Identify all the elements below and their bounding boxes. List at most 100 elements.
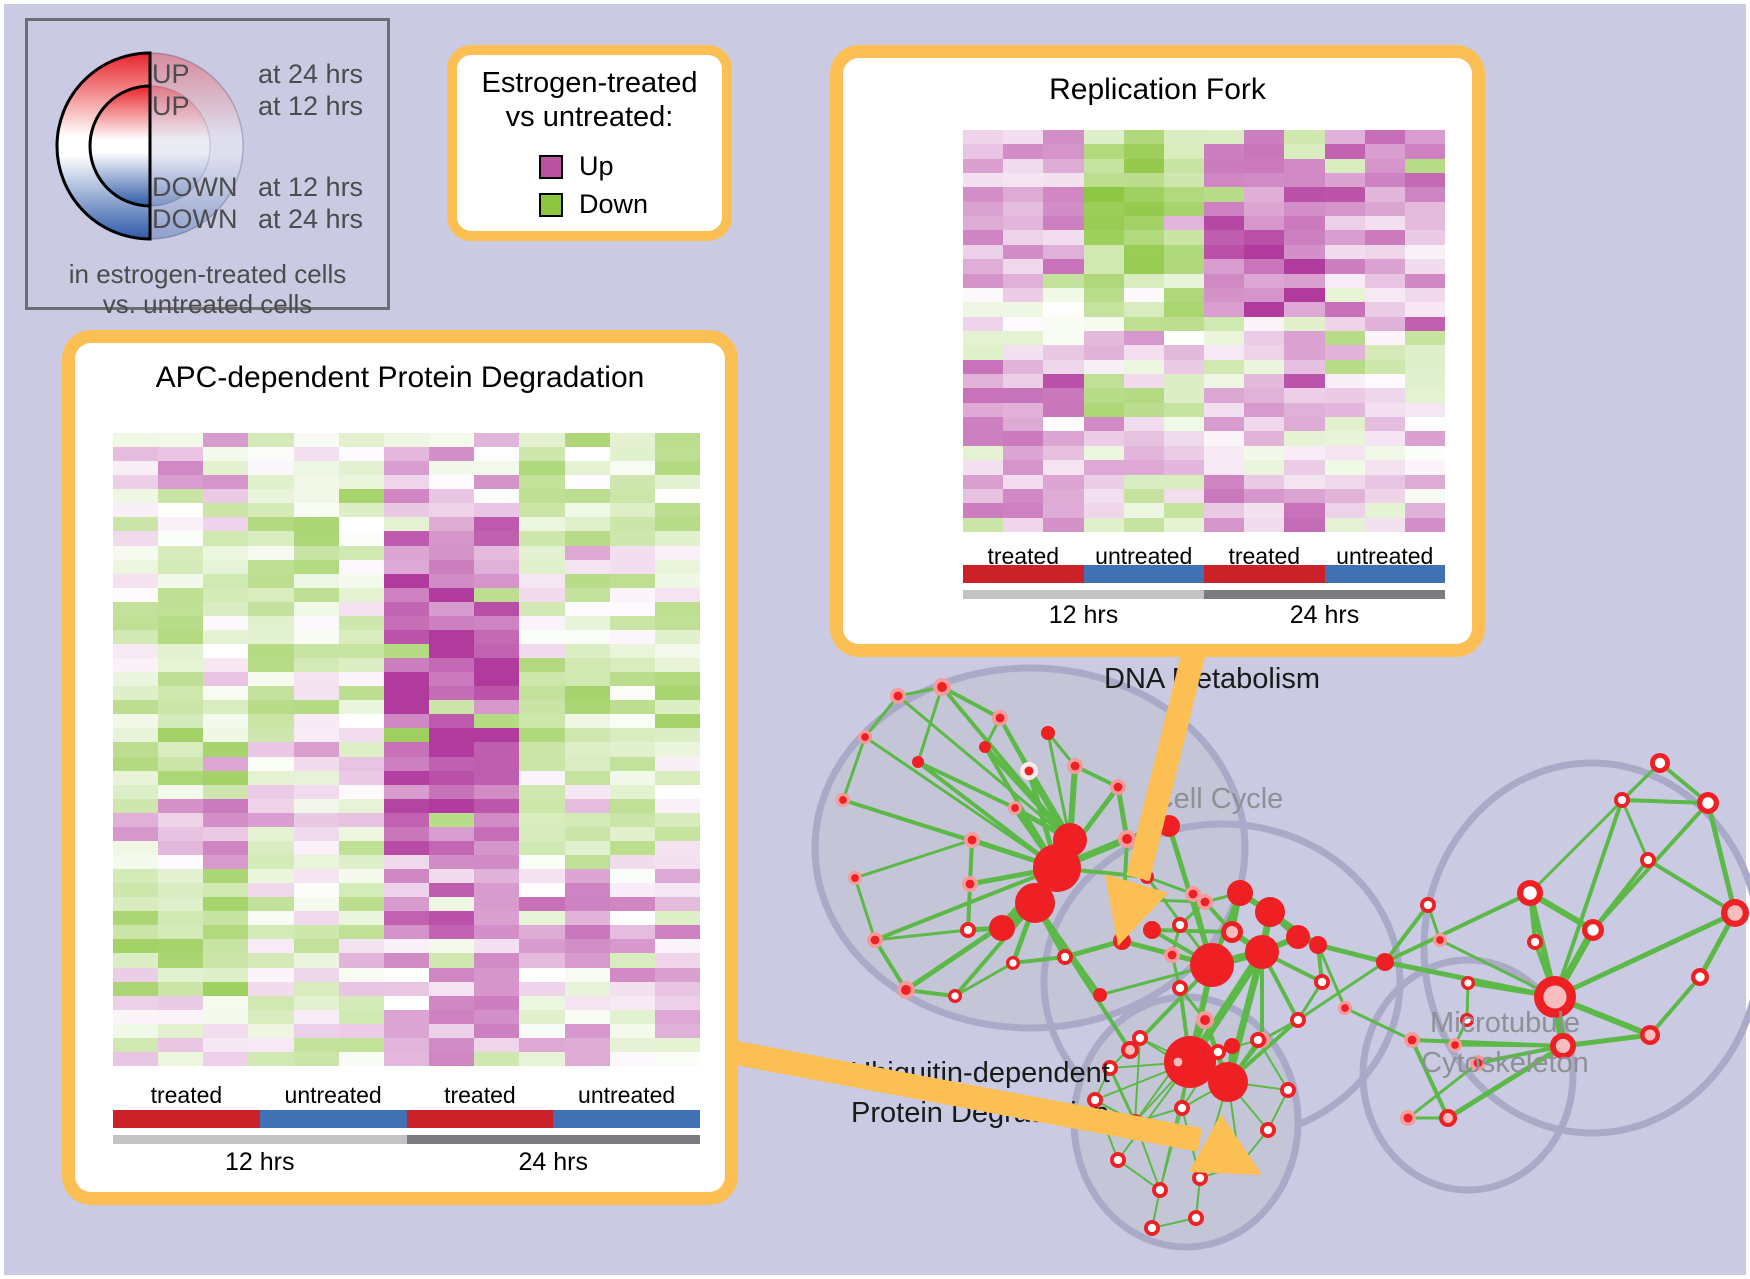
heatmap-cell (113, 643, 159, 659)
heatmap-cell (1404, 144, 1445, 159)
network-node-core (1543, 985, 1567, 1009)
heatmap-cell (474, 798, 520, 813)
heatmap-cell (609, 812, 655, 827)
heatmap-cell (429, 869, 475, 884)
heatmap-cell (1404, 244, 1445, 260)
heatmap-cell (963, 187, 1004, 202)
heatmap-cell (158, 475, 204, 490)
apc-degradation-heatmap (113, 433, 700, 1066)
heatmap-cell (338, 939, 384, 954)
legend-row-up12: UP at 12 hrs (152, 91, 363, 122)
heatmap-cell (293, 798, 339, 813)
heatmap-cell (1123, 230, 1164, 245)
heatmap-cell (1324, 144, 1365, 159)
heatmap-cell (248, 826, 294, 841)
heatmap-cell (1083, 130, 1124, 145)
heatmap-cell (519, 883, 565, 898)
heatmap-cell (1003, 316, 1044, 331)
heatmap-cell (383, 587, 430, 602)
heatmap-cell (1284, 316, 1325, 331)
heatmap-cell (609, 615, 655, 630)
heatmap-cell (1204, 517, 1245, 532)
network-node-core (1147, 1223, 1157, 1233)
legend-item-label: Up (579, 151, 614, 181)
legend-time: at 24 hrs (258, 59, 364, 89)
heatmap-cell (564, 714, 610, 729)
heatmap-cell (1284, 445, 1325, 461)
heatmap-cell (1364, 216, 1405, 231)
heatmap-cell (248, 897, 294, 912)
heatmap-cell (429, 517, 475, 532)
heatmap-cell (429, 728, 475, 743)
heatmap-cell (1083, 273, 1124, 288)
heatmap-cell (203, 911, 249, 926)
network-node (1041, 726, 1055, 740)
heatmap-cell (1003, 173, 1044, 188)
network-node-core (1283, 1085, 1293, 1095)
heatmap-cell (564, 967, 610, 982)
network-node-core (1403, 1113, 1413, 1123)
heatmap-cell (1043, 287, 1084, 303)
heatmap-cell (1204, 287, 1245, 303)
heatmap-cell (564, 742, 610, 757)
heatmap-cell (1244, 302, 1285, 317)
network-edge (1553, 799, 1624, 998)
heatmap-cell (248, 672, 294, 687)
heatmap-cell (963, 173, 1004, 188)
heatmap-cell (248, 517, 294, 532)
heatmap-cell (113, 854, 159, 870)
heatmap-cell (248, 939, 294, 954)
heatmap-cell (1043, 445, 1084, 461)
heatmap-cell (1364, 230, 1405, 245)
heatmap-cell (293, 700, 339, 715)
network-node-core (1617, 795, 1627, 805)
heatmap-cell (113, 911, 159, 926)
heatmap-cell (158, 489, 204, 504)
column-group-label: treated (1228, 543, 1301, 569)
heatmap-cell (1204, 460, 1245, 475)
heatmap-cell (293, 869, 339, 884)
heatmap-cell (1404, 187, 1445, 202)
heatmap-cell (158, 545, 204, 560)
heatmap-cell (203, 925, 249, 940)
network-node-core (967, 835, 977, 845)
heatmap-cell (383, 1023, 430, 1038)
heatmap-cell (1204, 445, 1245, 461)
heatmap-cell (293, 461, 339, 476)
heatmap-cell (519, 756, 565, 771)
heatmap-cell (248, 784, 294, 799)
heatmap-cell (1123, 259, 1164, 274)
heatmap-cell (1083, 359, 1124, 375)
heatmap-cell (383, 854, 430, 870)
heatmap-cell (654, 686, 700, 701)
heatmap-cell (654, 911, 700, 926)
network-node-core (1122, 834, 1132, 844)
heatmap-cell (1083, 460, 1124, 475)
heatmap-cell (564, 869, 610, 884)
heatmap-cell (564, 981, 610, 996)
heatmap-cell (519, 629, 565, 644)
network-edge (1446, 1043, 1565, 1121)
heatmap-cell (203, 812, 249, 827)
heatmap-cell (1083, 417, 1124, 432)
network-edge (1316, 944, 1347, 1009)
heatmap-cell (1404, 259, 1445, 274)
heatmap-cell (1163, 187, 1204, 202)
network-edge (1562, 1032, 1651, 1049)
heatmap-cell (113, 658, 159, 673)
heatmap-cell (383, 643, 430, 659)
heatmap-cell (293, 812, 339, 827)
heatmap-cell (1364, 460, 1405, 475)
heatmap-cell (248, 587, 294, 602)
heatmap-cell (113, 531, 159, 546)
heatmap-cell (654, 742, 700, 757)
heatmap-cell (564, 531, 610, 546)
heatmap-cell (248, 812, 294, 827)
heatmap-cell (429, 925, 475, 940)
heatmap-cell (248, 728, 294, 743)
network-node-core (1423, 900, 1433, 910)
network-node-core (1213, 1047, 1223, 1057)
heatmap-cell (609, 869, 655, 884)
heatmap-cell (474, 728, 520, 743)
network-node-core (1643, 855, 1653, 865)
